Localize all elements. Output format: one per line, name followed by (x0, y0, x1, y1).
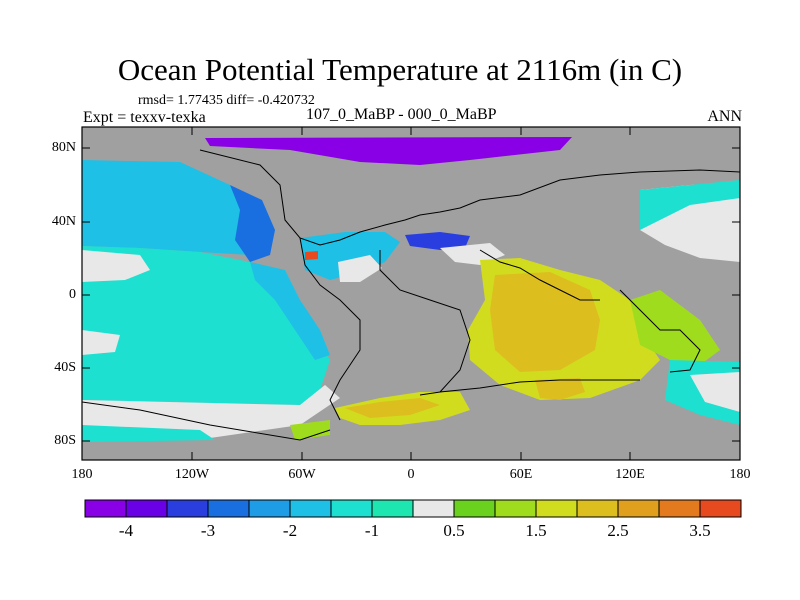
ocean-pacific-missing-patch-2 (82, 330, 120, 355)
colorbar-swatch (330, 499, 373, 518)
season-label: ANN (707, 108, 742, 125)
colorbar-label: 1.5 (525, 521, 547, 540)
ocean-north-pacific-east-teal (640, 180, 740, 230)
lat-ticks (82, 147, 740, 442)
ocean-pacific-equatorial-cyan (250, 262, 330, 360)
lon-label-120e: 120E (615, 467, 645, 482)
map-title: Ocean Potential Temperature at 2116m (in… (117, 52, 683, 87)
experiment-label: Expt = texxv-texka (83, 109, 206, 126)
ocean-indian-orange (490, 272, 600, 372)
comparison-subtitle: 107_0_MaBP - 000_0_MaBP (306, 106, 497, 123)
ocean-north-atlantic-missing (338, 255, 382, 282)
colorbar-swatch (453, 499, 496, 518)
ocean-mediterranean-blue (405, 232, 470, 250)
ocean-southern-missing (82, 385, 340, 440)
lat-label-80s: 80S (54, 433, 76, 448)
ocean-arctic-purple (205, 137, 572, 165)
colorbar-swatch (84, 499, 127, 518)
colorbar-label: 0.5 (443, 521, 465, 540)
ocean-southeast-missing (690, 372, 740, 412)
ocean-field (82, 137, 740, 442)
coastline-outlines (81, 149, 741, 441)
colorbar-swatch (412, 499, 455, 518)
lat-label-40n: 40N (51, 214, 76, 229)
lat-label-80n: 80N (51, 140, 76, 155)
lat-label-40s: 40S (54, 360, 76, 375)
colorbar-swatch (166, 499, 209, 518)
ocean-north-pacific-cyan (82, 160, 270, 255)
ocean-southern-teal-band (82, 425, 215, 442)
lon-label-180w: 180 (71, 467, 93, 482)
colorbar-label: 3.5 (689, 521, 711, 540)
ocean-gulf-red-patch (305, 251, 318, 260)
colorbar-swatch (617, 499, 660, 518)
ocean-mediterranean-missing (440, 243, 505, 265)
lon-label-120w: 120W (174, 467, 210, 482)
lon-label-60w: 60W (288, 467, 316, 482)
colorbar-label: -1 (364, 521, 380, 540)
colorbar-swatch (535, 499, 578, 518)
ocean-south-atlantic-green (290, 420, 330, 440)
ocean-east-indian-green (630, 290, 720, 365)
colorbar-swatch (371, 499, 414, 518)
colorbar-swatch (576, 499, 619, 518)
lon-label-60e: 60E (509, 467, 533, 482)
ocean-north-pacific-blue (230, 185, 275, 262)
colorbar-swatch (207, 499, 250, 518)
colorbar-swatch (658, 499, 701, 518)
lat-label-0: 0 (69, 287, 76, 302)
lon-ticks (191, 127, 631, 460)
colorbar-swatch (125, 499, 168, 518)
colorbar-label: -3 (200, 521, 216, 540)
ocean-south-atlantic-orange (345, 398, 440, 418)
lon-label-180e: 180 (729, 467, 751, 482)
ocean-pacific-missing-patch (82, 250, 150, 282)
colorbar-label: 2.5 (607, 521, 629, 540)
colorbar (84, 499, 742, 518)
colorbar-label: -2 (282, 521, 298, 540)
colorbar-label: -4 (118, 521, 134, 540)
rmsd-diff-stats: rmsd= 1.77435 diff= -0.420732 (138, 93, 315, 108)
colorbar-swatch (248, 499, 291, 518)
colorbar-swatch (494, 499, 537, 518)
colorbar-swatch (289, 499, 332, 518)
colorbar-swatch (699, 499, 742, 518)
lon-label-0: 0 (407, 467, 415, 482)
ocean-indian-south-orange (535, 378, 585, 400)
